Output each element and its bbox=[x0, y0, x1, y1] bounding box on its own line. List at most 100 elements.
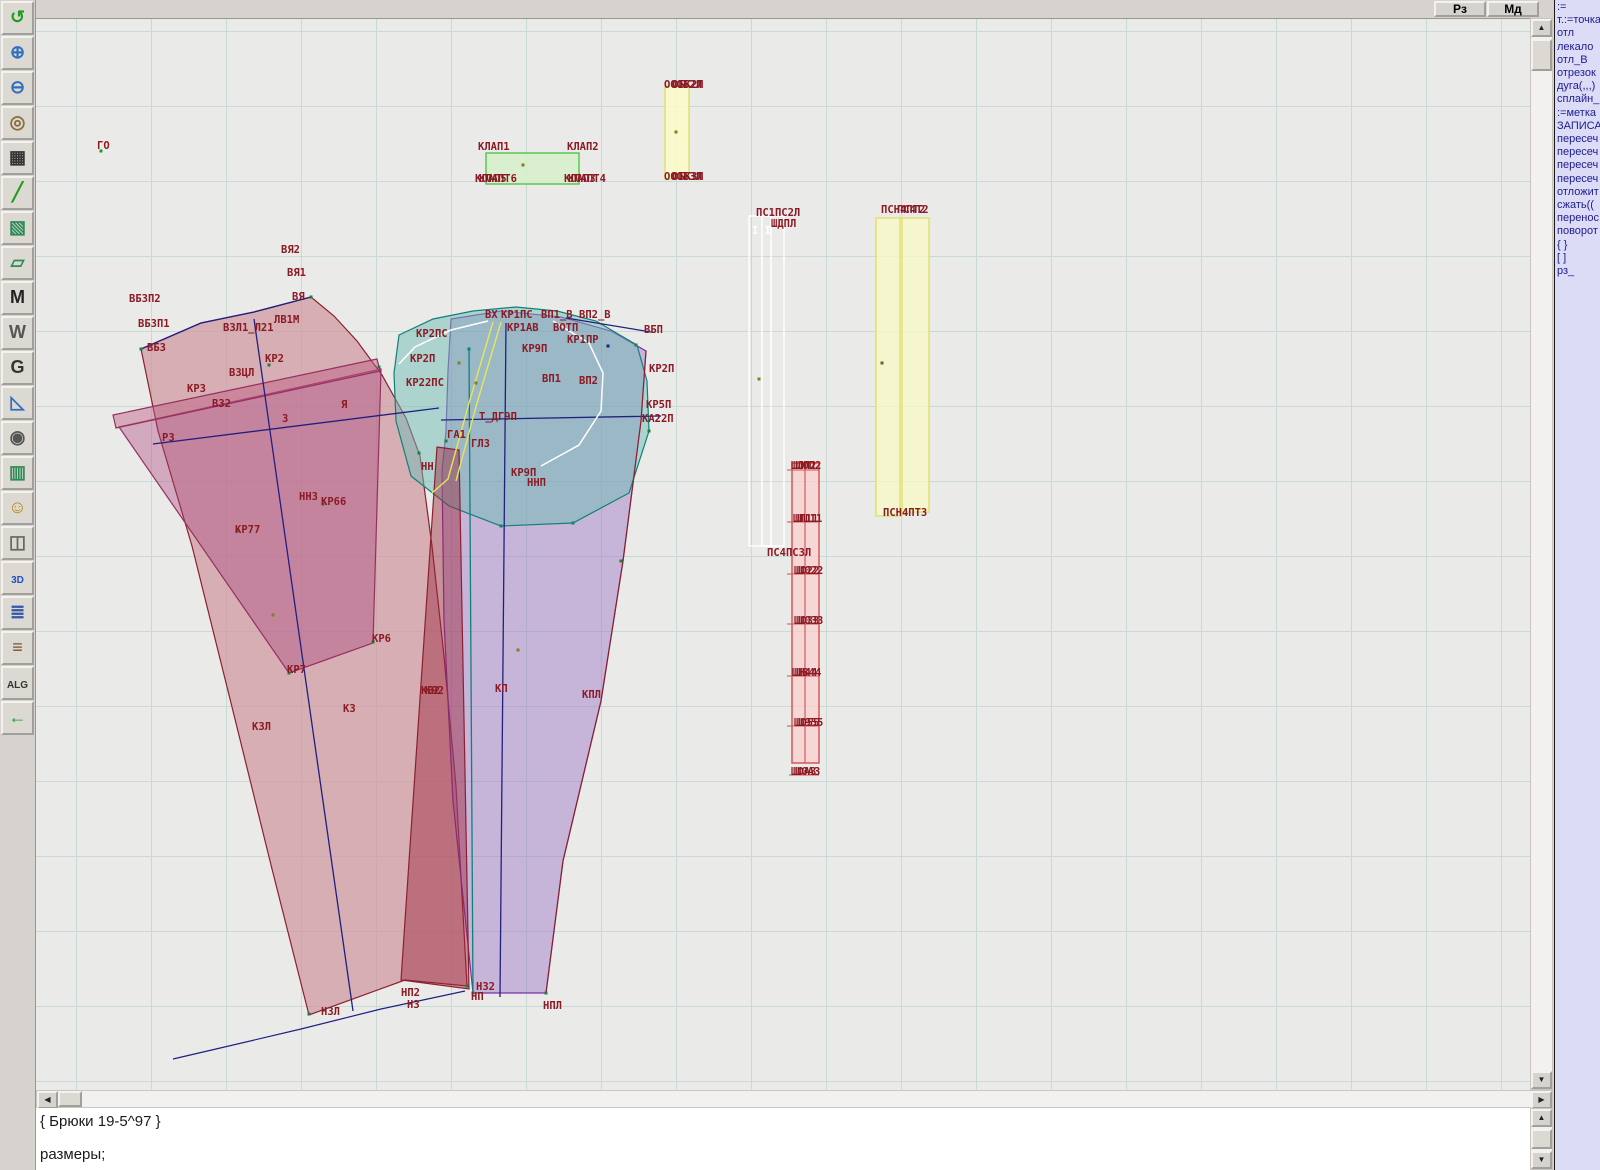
refresh-icon[interactable]: ↺ bbox=[1, 1, 34, 35]
pattern-label: ПСН4ПТ2 bbox=[881, 204, 925, 216]
editor-scroll-up-icon[interactable]: ▲ bbox=[1531, 1109, 1552, 1127]
pattern-label: ВЯ2 bbox=[281, 244, 300, 256]
pattern-piece-back-leg bbox=[140, 296, 468, 1016]
editor-vscrollbar[interactable]: ▲ ▼ bbox=[1530, 1108, 1553, 1170]
camera-icon[interactable]: ◉ bbox=[1, 421, 34, 455]
pattern-label: КР66 bbox=[321, 496, 346, 508]
sidebar-command-16[interactable]: перенос bbox=[1557, 212, 1600, 225]
table-icon[interactable]: ▥ bbox=[1, 456, 34, 490]
construction-line bbox=[152, 407, 440, 445]
vertex-point bbox=[647, 429, 651, 433]
construction-line bbox=[398, 320, 489, 365]
sidebar-command-4[interactable]: отл_В bbox=[1557, 53, 1588, 66]
grid-glyph: ▦ bbox=[8, 147, 26, 167]
map-icon[interactable]: ▧ bbox=[1, 211, 34, 245]
vertex-point bbox=[499, 524, 503, 528]
program-line-title: { Брюки 19-5^97 } bbox=[40, 1113, 161, 1130]
sidebar-command-3[interactable]: лекало bbox=[1557, 40, 1594, 53]
editor-scroll-down-icon[interactable]: ▼ bbox=[1531, 1151, 1552, 1169]
sidebar-command-19[interactable]: [ ] bbox=[1557, 251, 1567, 264]
pattern-label: ВХ bbox=[485, 309, 498, 321]
pattern-label: Ш0А3 bbox=[795, 766, 820, 778]
sidebar-command-10[interactable]: пересеч bbox=[1557, 133, 1599, 146]
pattern-label: В32 bbox=[212, 398, 231, 410]
grid-icon[interactable]: ▦ bbox=[1, 141, 34, 175]
zoom-in-icon[interactable]: ⊕ bbox=[1, 36, 34, 70]
program-text-editor[interactable]: { Брюки 19-5^97 } размеры; bbox=[36, 1108, 1530, 1170]
scroll-down-icon[interactable]: ▼ bbox=[1531, 1071, 1552, 1089]
scroll-left-icon[interactable]: ◀ bbox=[37, 1091, 58, 1109]
pattern-label: Т_ДГ9П bbox=[479, 411, 517, 423]
pattern-label: КР2П bbox=[649, 363, 674, 375]
pattern-label: ВЗЛ1_Л21 bbox=[223, 322, 274, 334]
md-button[interactable]: Мд bbox=[1487, 1, 1539, 17]
pattern-label: Ш033 bbox=[798, 615, 823, 627]
preview-glyph: ◎ bbox=[9, 112, 26, 132]
photo-icon[interactable]: ☺ bbox=[1, 491, 34, 525]
sidebar-command-6[interactable]: дуга(,,,) bbox=[1557, 80, 1596, 93]
sidebar-command-8[interactable]: :=метка bbox=[1557, 106, 1597, 119]
sidebar-command-5[interactable]: отрезок bbox=[1557, 67, 1596, 80]
exit-icon[interactable]: ← bbox=[1, 701, 34, 735]
letter-g-icon[interactable]: G bbox=[1, 351, 34, 385]
ruler-icon[interactable]: ◺ bbox=[1, 386, 34, 420]
pattern-label: КР9П bbox=[511, 467, 536, 479]
letter-g-glyph: G bbox=[10, 357, 25, 377]
vertex-point bbox=[674, 130, 678, 134]
table-glyph: ▥ bbox=[8, 462, 26, 482]
sidebar-command-13[interactable]: пересеч bbox=[1557, 172, 1599, 185]
pattern-piece-waistband bbox=[112, 358, 381, 429]
view-3d-icon[interactable]: 3D bbox=[1, 561, 34, 595]
strip-rect-white-2 bbox=[761, 215, 785, 547]
pattern-label: КПЛ bbox=[582, 689, 601, 701]
pattern-label: К3 bbox=[343, 703, 356, 715]
sidebar-command-7[interactable]: сплайн_ bbox=[1557, 93, 1600, 106]
pattern-label: ВЯ1 bbox=[287, 267, 306, 279]
pattern-label: ШДПЛ bbox=[771, 218, 796, 230]
pattern-label: Ш844 bbox=[796, 667, 821, 679]
sidebar-command-14[interactable]: отложит bbox=[1557, 185, 1599, 198]
hscroll-thumb[interactable] bbox=[58, 1091, 82, 1107]
pattern-label: КР2ПС bbox=[416, 328, 448, 340]
preview-icon[interactable]: ◎ bbox=[1, 106, 34, 140]
sidebar-command-2[interactable]: отл bbox=[1557, 27, 1575, 40]
vertex-point bbox=[544, 991, 548, 995]
list-icon[interactable]: ≣ bbox=[1, 596, 34, 630]
sidebar-command-11[interactable]: пересеч bbox=[1557, 146, 1599, 159]
scroll-up-icon[interactable]: ▲ bbox=[1531, 19, 1552, 37]
editor-vscroll-thumb[interactable] bbox=[1531, 1129, 1552, 1149]
zoom-out-icon[interactable]: ⊖ bbox=[1, 71, 34, 105]
sidebar-command-9[interactable]: ЗАПИСА bbox=[1557, 119, 1600, 132]
pattern-label: КЛАП1 bbox=[478, 141, 510, 153]
vertex-point bbox=[99, 149, 103, 153]
alg-icon[interactable]: ALG bbox=[1, 666, 34, 700]
canvas-hscrollbar[interactable]: ◀ ▶ bbox=[36, 1090, 1553, 1109]
vscroll-thumb[interactable] bbox=[1531, 39, 1552, 71]
pattern-label: ШО55 bbox=[794, 717, 819, 729]
scroll-right-icon[interactable]: ▶ bbox=[1531, 1091, 1552, 1109]
vertex-point bbox=[571, 521, 575, 525]
pattern-label: ВБ3П2 bbox=[129, 293, 161, 305]
sidebar-command-18[interactable]: { } bbox=[1557, 238, 1568, 251]
vertex-point bbox=[287, 671, 291, 675]
pattern-label: КР1АВ bbox=[507, 322, 539, 334]
garment-icon[interactable]: ◫ bbox=[1, 526, 34, 560]
pattern-label: К3Л bbox=[252, 721, 271, 733]
canvas-vscrollbar[interactable]: ▲ ▼ bbox=[1530, 18, 1553, 1090]
sidebar-command-12[interactable]: пересеч bbox=[1557, 159, 1599, 172]
segment-icon[interactable]: ╱ bbox=[1, 176, 34, 210]
sidebar-command-1[interactable]: т.:=точка bbox=[1557, 14, 1600, 27]
sidebar-command-0[interactable]: := bbox=[1557, 1, 1567, 13]
compass-w-icon[interactable]: W bbox=[1, 316, 34, 350]
sidebar-command-15[interactable]: сжать(( bbox=[1557, 199, 1594, 212]
books-icon[interactable]: ≡ bbox=[1, 631, 34, 665]
drawing-canvas[interactable]: ГО КЛАП1 КЛАП2 КЛАП5 КЛАПТ6 КЛАП3 КЛАПТ4 ОООБ2Л… bbox=[36, 18, 1530, 1090]
rz-button[interactable]: Рз bbox=[1434, 1, 1486, 17]
pattern-icon[interactable]: ▱ bbox=[1, 246, 34, 280]
vertex-point bbox=[467, 347, 471, 351]
sidebar-command-20[interactable]: рз_ bbox=[1557, 265, 1575, 278]
sidebar-command-17[interactable]: поворот bbox=[1557, 225, 1598, 238]
alg-glyph: ALG bbox=[6, 680, 29, 691]
letter-m-icon[interactable]: M bbox=[1, 281, 34, 315]
view-3d-glyph: 3D bbox=[11, 575, 24, 586]
